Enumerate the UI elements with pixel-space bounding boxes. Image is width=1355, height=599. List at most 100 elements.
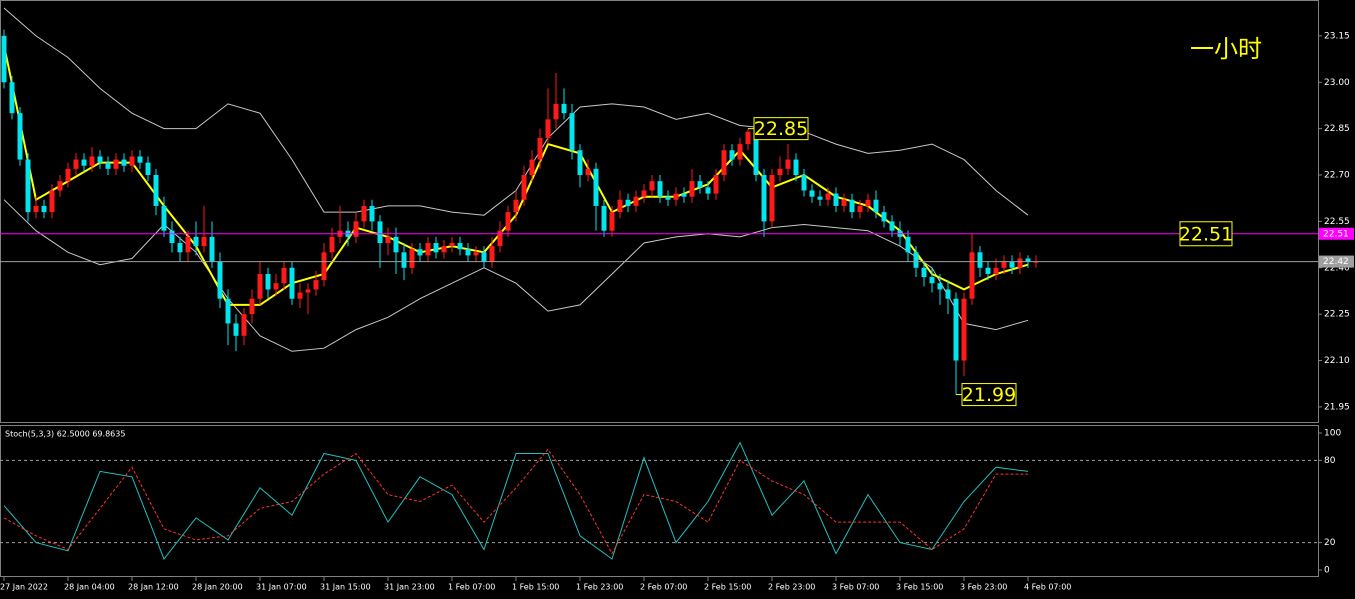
candle-body xyxy=(849,199,855,213)
candle-body xyxy=(281,267,287,284)
candle-body xyxy=(1025,258,1031,262)
candle-body xyxy=(833,193,839,206)
candle-body xyxy=(233,323,239,336)
candle-body xyxy=(489,246,495,262)
y-tick-label: 100 xyxy=(1324,428,1341,438)
candle-body xyxy=(1001,261,1007,268)
candle-body xyxy=(961,298,967,361)
candle-body xyxy=(761,175,767,222)
candle-body xyxy=(921,267,927,278)
y-tick-label: 22.85 xyxy=(1324,124,1350,134)
candle-body xyxy=(665,196,671,200)
y-tick-label: 22.25 xyxy=(1324,310,1350,320)
price-tag-label: 22.51 xyxy=(1323,229,1349,239)
candle-body xyxy=(193,236,199,247)
x-tick-label: 4 Feb 07:00 xyxy=(1024,583,1071,592)
candle-body xyxy=(433,243,439,253)
candle-body xyxy=(713,175,719,194)
candle-body xyxy=(521,175,527,200)
candle-body xyxy=(553,103,559,120)
candle-body xyxy=(121,159,127,166)
candle-body xyxy=(57,181,63,191)
candle-body xyxy=(465,249,471,256)
y-tick-label: 23.00 xyxy=(1324,78,1350,88)
candle-body xyxy=(729,150,735,160)
candle-body xyxy=(145,162,151,176)
candle-body xyxy=(801,175,807,191)
candle-body xyxy=(617,199,623,213)
candle-body xyxy=(809,190,815,197)
candle-body xyxy=(377,221,383,244)
candle-body xyxy=(225,298,231,324)
candle-body xyxy=(449,243,455,247)
candle-body xyxy=(185,236,191,253)
candle-body xyxy=(1017,258,1023,268)
candle-body xyxy=(657,181,663,197)
candle-body xyxy=(785,159,791,169)
candle-body xyxy=(161,205,167,231)
price-tag xyxy=(1319,255,1354,268)
candle-body xyxy=(313,280,319,290)
candle-body xyxy=(889,221,895,231)
candle-body xyxy=(841,199,847,206)
annotation-box xyxy=(961,383,1017,407)
candle-body xyxy=(505,212,511,231)
candle-body xyxy=(817,196,823,200)
candle-body xyxy=(409,249,415,268)
callout-box xyxy=(1179,221,1233,247)
candle-body xyxy=(609,212,615,231)
y-tick-label: 23.15 xyxy=(1324,31,1350,41)
candle-body xyxy=(593,168,599,206)
candle-body xyxy=(705,187,711,194)
candle-body xyxy=(969,252,975,299)
candle-body xyxy=(753,131,759,176)
candle-body xyxy=(361,205,367,222)
candle-body xyxy=(241,314,247,336)
candle-body xyxy=(81,159,87,166)
candle-body xyxy=(305,289,311,293)
candle-body xyxy=(297,292,303,299)
x-tick-label: 28 Jan 12:00 xyxy=(128,583,179,592)
candle-body xyxy=(265,273,271,290)
candle-body xyxy=(425,243,431,256)
annotation-box xyxy=(753,117,809,141)
candle-body xyxy=(49,190,55,213)
candle-body xyxy=(641,190,647,197)
candle-body xyxy=(249,298,255,315)
candle-body xyxy=(105,162,111,169)
candle-body xyxy=(153,175,159,206)
x-tick-label: 28 Jan 20:00 xyxy=(192,583,243,592)
x-tick-label: 1 Feb 15:00 xyxy=(512,583,559,592)
candle-body xyxy=(1009,261,1015,268)
candle-body xyxy=(113,159,119,169)
candle-body xyxy=(321,252,327,281)
x-tick-label: 2 Feb 07:00 xyxy=(640,583,687,592)
y-tick-label: 22.10 xyxy=(1324,356,1350,366)
candle-body xyxy=(169,230,175,244)
candle-body xyxy=(953,298,959,361)
candle-body xyxy=(481,252,487,262)
candle-body xyxy=(41,205,47,213)
candle-body xyxy=(561,103,567,114)
candle-body xyxy=(945,289,951,299)
x-tick-label: 31 Jan 07:00 xyxy=(256,583,307,592)
overlay-line xyxy=(3,44,1029,306)
candle-body xyxy=(681,193,687,197)
stoch-line xyxy=(3,448,1028,555)
x-tick-label: 3 Feb 15:00 xyxy=(896,583,943,592)
candle-body xyxy=(497,230,503,247)
callout-label: 22.51 xyxy=(1179,223,1233,245)
candle-body xyxy=(737,144,743,160)
candle-body xyxy=(353,221,359,237)
candle-body xyxy=(273,283,279,290)
y-tick-label: 22.55 xyxy=(1324,217,1350,227)
y-tick-label: 80 xyxy=(1324,456,1336,466)
x-tick-label: 2 Feb 15:00 xyxy=(704,583,751,592)
candle-body xyxy=(177,243,183,253)
candle-body xyxy=(513,199,519,213)
candle-body xyxy=(89,156,95,166)
candle-body xyxy=(17,113,23,160)
candle-body xyxy=(913,252,919,268)
candle-body xyxy=(881,212,887,222)
